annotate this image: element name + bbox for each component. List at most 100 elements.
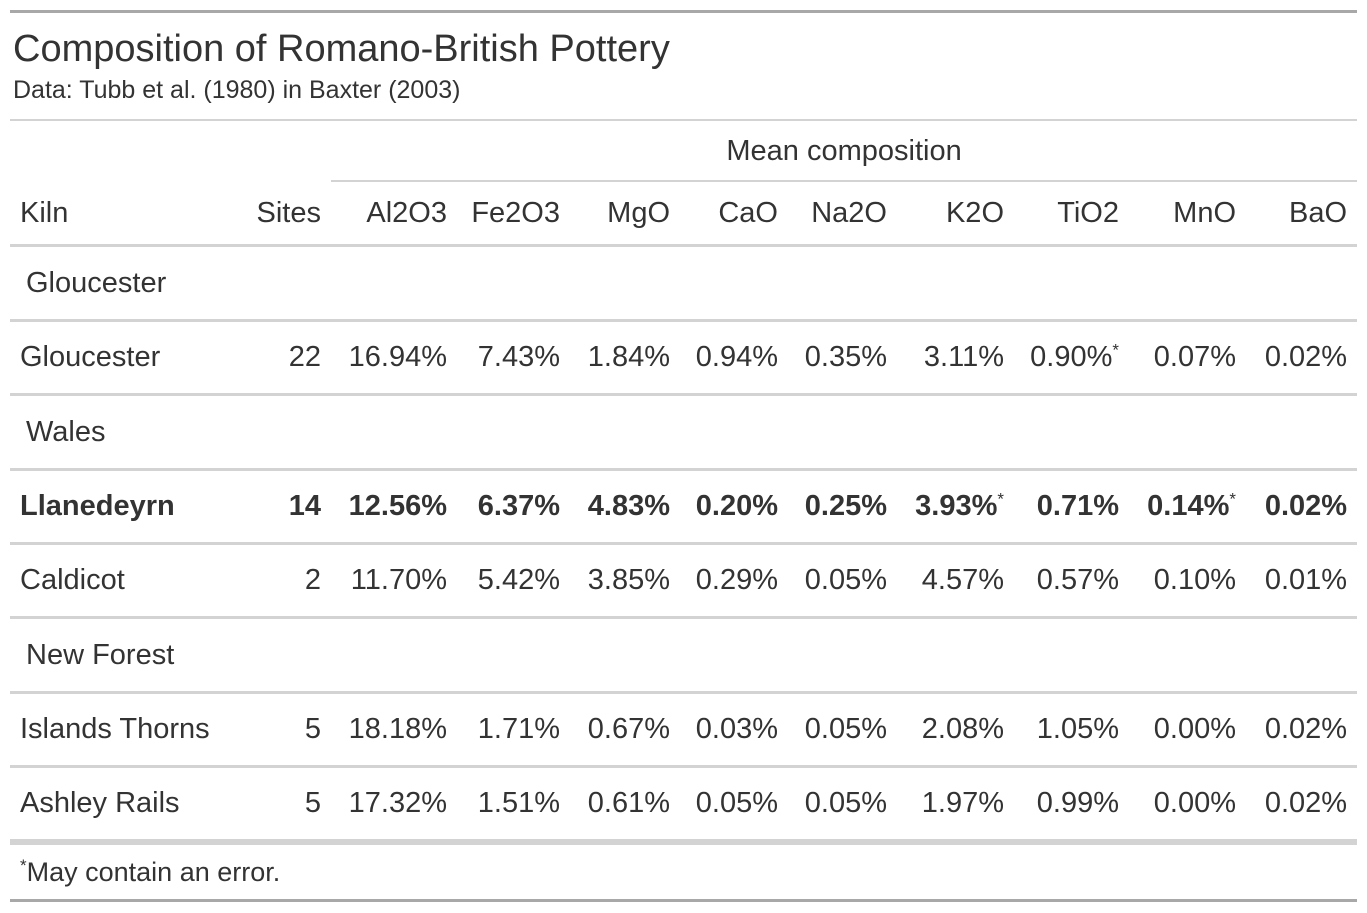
spanner-header: Mean composition	[331, 121, 1358, 182]
value-text: 1.51%	[477, 787, 560, 819]
table-row: Ashley Rails 5 17.32% 1.51% 0.61% 0.05% 0.05% 1…	[10, 766, 1358, 842]
value-cell: 0.02%	[1246, 469, 1358, 545]
value-text: 0.29%	[695, 564, 778, 596]
value-cell: 11.70%	[331, 543, 457, 619]
value-text: 11.70%	[350, 564, 447, 596]
kiln-cell: Llanedeyrn	[10, 469, 236, 545]
value-cell: 3.93%*	[897, 469, 1014, 545]
value-cell: 2.08%	[897, 692, 1014, 768]
value-cell: 0.35%	[788, 320, 897, 396]
value-text: 0.05%	[804, 713, 887, 745]
group-label: Wales	[10, 394, 1358, 471]
value-text: 0.00%	[1153, 713, 1236, 745]
column-header-oxide: MgO	[570, 182, 680, 247]
value-text: 0.02%	[1264, 787, 1348, 819]
value-cell: 1.97%	[897, 766, 1014, 842]
group-row: Wales	[10, 394, 1358, 471]
sites-cell: 2	[236, 543, 331, 619]
value-cell: 4.57%	[897, 543, 1014, 619]
value-cell: 16.94%	[331, 320, 457, 396]
value-cell: 1.84%	[570, 320, 680, 396]
value-cell: 0.90%*	[1014, 320, 1129, 396]
value-text: 4.57%	[921, 564, 1004, 596]
spanner-row: Mean composition	[10, 121, 1358, 182]
value-text: 3.11%	[923, 341, 1004, 373]
value-cell: 0.00%	[1129, 766, 1246, 842]
value-cell: 3.85%	[570, 543, 680, 619]
value-text: 0.02%	[1264, 713, 1348, 745]
value-text: 0.67%	[587, 713, 670, 745]
group-row: New Forest	[10, 617, 1358, 694]
value-cell: 1.71%	[457, 692, 570, 768]
value-text: 3.85%	[587, 564, 670, 596]
table-body: Gloucester Gloucester 22 16.94% 7.43% 1.84% 0.…	[10, 245, 1358, 842]
value-text: 1.97%	[921, 787, 1004, 819]
value-text: 0.57%	[1036, 564, 1119, 596]
value-text: 0.10%	[1153, 564, 1236, 596]
table-row: Llanedeyrn 14 12.56% 6.37% 4.83% 0.20% 0.25% 3.…	[10, 469, 1358, 545]
value-text: 16.94%	[348, 341, 447, 373]
footnote-text: May contain an error.	[26, 857, 281, 887]
column-header-oxide: BaO	[1246, 182, 1358, 247]
value-text: 12.56%	[348, 490, 447, 522]
value-cell: 7.43%	[457, 320, 570, 396]
sites-cell: 22	[236, 320, 331, 396]
value-cell: 5.42%	[457, 543, 570, 619]
composition-table: Mean composition Kiln Sites Al2O3 Fe2O3 …	[10, 121, 1358, 842]
value-cell: 0.07%	[1129, 320, 1246, 396]
table-container: Composition of Romano-British Pottery Da…	[10, 10, 1358, 902]
value-text: 0.02%	[1264, 341, 1348, 373]
value-text: 0.14%	[1147, 490, 1230, 522]
column-header-oxide: Fe2O3	[457, 182, 570, 247]
error-mark: *	[1112, 340, 1119, 360]
value-cell: 3.11%	[897, 320, 1014, 396]
value-text: 1.84%	[587, 341, 670, 373]
value-text: 18.18%	[348, 713, 447, 745]
value-cell: 0.71%	[1014, 469, 1129, 545]
table-row: Islands Thorns 5 18.18% 1.71% 0.67% 0.03% 0.05…	[10, 692, 1358, 768]
value-text: 0.20%	[695, 490, 778, 522]
value-cell: 0.02%	[1246, 320, 1358, 396]
column-header-kiln: Kiln	[10, 182, 236, 247]
value-text: 0.35%	[804, 341, 887, 373]
table-subtitle: Data: Tubb et al. (1980) in Baxter (2003…	[13, 76, 461, 104]
value-cell: 6.37%	[457, 469, 570, 545]
value-text: 17.32%	[348, 787, 447, 819]
error-mark: *	[997, 489, 1004, 509]
value-cell: 0.29%	[680, 543, 788, 619]
column-header-oxide: MnO	[1129, 182, 1246, 247]
kiln-cell: Ashley Rails	[10, 766, 236, 842]
value-cell: 12.56%	[331, 469, 457, 545]
value-cell: 0.05%	[788, 543, 897, 619]
value-text: 0.99%	[1036, 787, 1119, 819]
value-text: 0.61%	[587, 787, 670, 819]
value-cell: 18.18%	[331, 692, 457, 768]
value-cell: 0.14%*	[1129, 469, 1246, 545]
value-cell: 0.67%	[570, 692, 680, 768]
value-cell: 4.83%	[570, 469, 680, 545]
value-text: 0.03%	[695, 713, 778, 745]
value-cell: 0.94%	[680, 320, 788, 396]
footnote-mark: *	[20, 856, 27, 875]
value-cell: 1.05%	[1014, 692, 1129, 768]
column-header-oxide: TiO2	[1014, 182, 1129, 247]
value-text: 0.05%	[804, 787, 887, 819]
value-text: 2.08%	[921, 713, 1004, 745]
table-row: Caldicot 2 11.70% 5.42% 3.85% 0.29% 0.05% 4.57%…	[10, 543, 1358, 619]
kiln-cell: Gloucester	[10, 320, 236, 396]
column-header-oxide: K2O	[897, 182, 1014, 247]
value-text: 4.83%	[587, 490, 670, 522]
value-text: 0.94%	[695, 341, 778, 373]
column-header-sites: Sites	[236, 182, 331, 247]
group-row: Gloucester	[10, 245, 1358, 322]
error-mark: *	[1229, 489, 1236, 509]
value-text: 5.42%	[477, 564, 560, 596]
column-header-oxide: Al2O3	[331, 182, 457, 247]
value-text: 3.93%	[915, 490, 998, 522]
column-header-oxide: CaO	[680, 182, 788, 247]
value-cell: 0.99%	[1014, 766, 1129, 842]
value-text: 0.25%	[804, 490, 887, 522]
value-cell: 0.57%	[1014, 543, 1129, 619]
table-heading: Composition of Romano-British Pottery Da…	[10, 13, 1357, 121]
value-text: 1.71%	[477, 713, 560, 745]
